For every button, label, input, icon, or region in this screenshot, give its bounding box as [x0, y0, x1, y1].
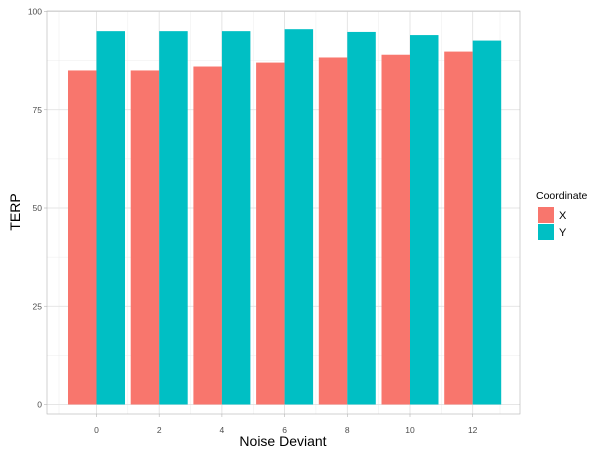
- bar-x-0: [68, 70, 97, 405]
- y-tick-label: 25: [33, 301, 43, 311]
- y-tick-label: 0: [37, 400, 42, 410]
- bar-y-2: [159, 31, 188, 405]
- y-tick-label: 75: [33, 105, 43, 115]
- bar-x-4: [193, 66, 222, 405]
- x-tick-label: 8: [345, 425, 350, 435]
- bar-x-8: [318, 57, 348, 405]
- bar-y-6: [284, 29, 314, 405]
- legend-key-y: [538, 224, 554, 240]
- x-tick-label: 4: [220, 425, 225, 435]
- x-tick-label: 0: [94, 425, 99, 435]
- x-tick-label: 6: [282, 425, 287, 435]
- bar-x-10: [381, 54, 410, 405]
- y-tick-label: 50: [33, 203, 43, 213]
- bar-y-8: [347, 31, 376, 405]
- panel-border: [46, 10, 521, 415]
- bar-y-10: [410, 35, 439, 405]
- x-tick-label: 12: [468, 425, 478, 435]
- y-axis-ticks: 0 25 50 75 100: [28, 7, 47, 410]
- bar-x-2: [130, 70, 160, 405]
- bar-x-6: [256, 62, 285, 405]
- bar-y-0: [96, 31, 125, 405]
- legend-key-x: [538, 207, 554, 223]
- bars: [68, 29, 502, 405]
- x-axis-ticks: 0 2 4 6 8 10 12: [94, 414, 478, 435]
- x-axis-title: Noise Deviant: [239, 433, 326, 449]
- legend-label-y: Y: [559, 227, 567, 239]
- y-tick-label: 100: [28, 7, 42, 17]
- x-tick-label: 2: [157, 425, 162, 435]
- x-tick-label: 10: [405, 425, 415, 435]
- bar-y-12: [472, 40, 502, 405]
- bar-y-4: [221, 31, 251, 405]
- y-axis-title: TERP: [7, 193, 23, 230]
- bar-x-12: [444, 51, 473, 405]
- legend: Coordinate XY: [536, 190, 588, 240]
- legend-label-x: X: [559, 210, 567, 222]
- legend-title: Coordinate: [536, 190, 588, 202]
